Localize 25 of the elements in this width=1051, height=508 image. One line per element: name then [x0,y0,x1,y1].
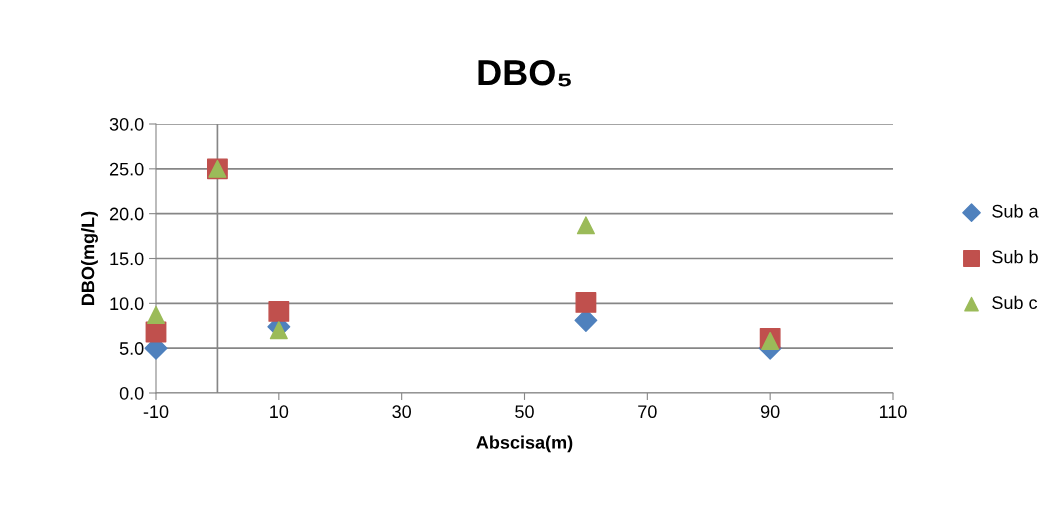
x-tick-label: 30 [392,405,411,419]
point [576,216,595,235]
x-tick-label: -10 [143,405,169,419]
x-tick-label: 10 [270,405,289,419]
y-tick-label: 10.0 [110,297,144,311]
x-axis-title: Abscisa(m) [476,435,573,453]
point [146,305,166,325]
y-tick-label: 5.0 [119,342,144,355]
legend-label: Sub b [992,250,1038,264]
x-tick-label: 70 [638,405,657,419]
y-tick-label: 25.0 [109,162,144,176]
y-tick-label: 30.0 [109,117,144,131]
legend-label: Sub c [992,295,1038,310]
x-tick-label: 90 [760,405,780,419]
y-tick-label: 20.0 [109,207,144,221]
y-tick-label: 0.0 [119,386,144,400]
point [575,292,597,313]
chart-title: DBO₅ [478,59,571,87]
x-tick-label: 110 [879,405,907,419]
point [268,300,290,322]
y-tick-label: 15.0 [110,252,144,266]
y-axis-title: DBO(mg/L) [81,211,98,305]
x-tick-label: 50 [515,405,534,419]
legend-label: Sub a [992,204,1039,218]
point [269,321,288,340]
